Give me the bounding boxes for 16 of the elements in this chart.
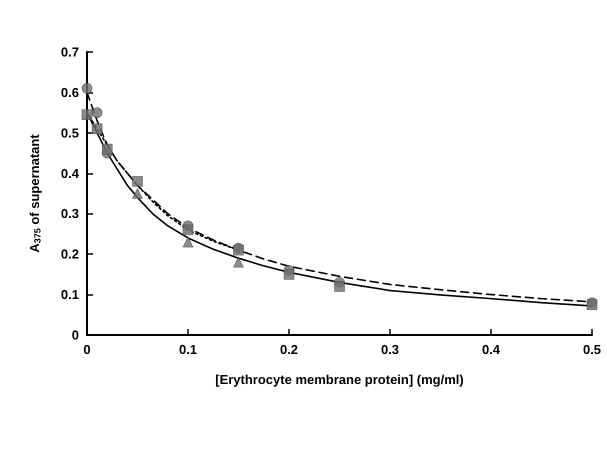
y-axis-title: A375 of supernatant: [27, 134, 42, 253]
x-axis-title: [Erythrocyte membrane protein] (mg/ml): [215, 372, 464, 387]
y-tick-label: 0.7: [60, 44, 79, 60]
x-tick-label: 0.4: [482, 342, 501, 357]
y-tick-label: 0.4: [60, 166, 80, 181]
x-tick-label: 0: [83, 342, 91, 357]
y-tick-label: 0.2: [60, 246, 79, 262]
x-tick-label: 0.3: [380, 342, 400, 357]
y-tick-label: 0.5: [60, 125, 79, 140]
y-tick-label: 0.3: [60, 206, 79, 222]
y-tick-label: 0: [72, 328, 79, 342]
y-tick-label: 0.1: [60, 287, 79, 302]
x-tick-label: 0.2: [280, 342, 298, 357]
y-tick-label: 0.6: [60, 84, 79, 100]
x-tick-label: 0.5: [582, 342, 602, 357]
x-tick-label: 0.1: [178, 342, 198, 357]
